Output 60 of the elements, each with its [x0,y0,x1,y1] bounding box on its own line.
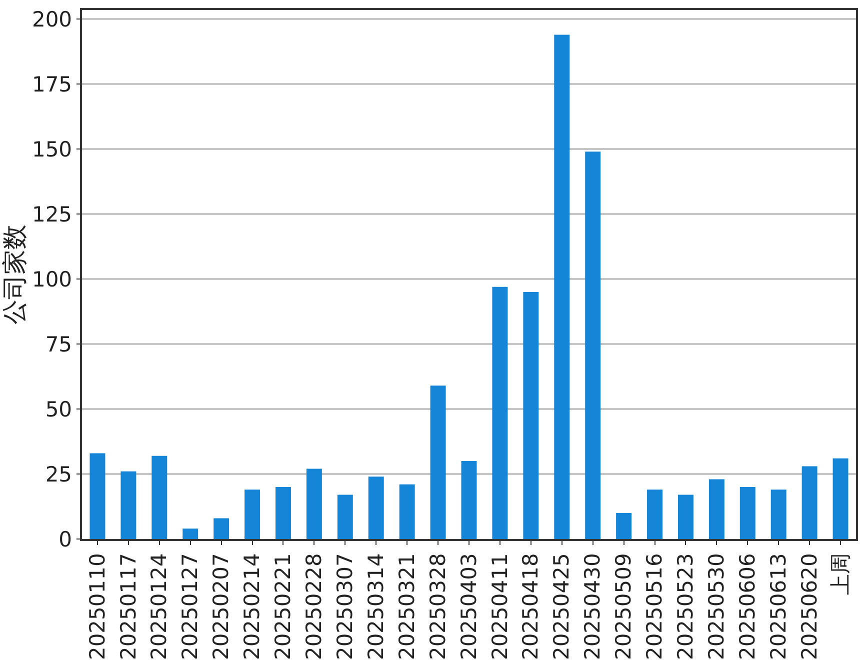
y-tick-label: 50 [45,397,72,422]
y-tick-label: 200 [32,7,72,32]
bar [523,292,539,539]
x-tick-label: 20250620 [797,553,822,660]
bar [368,476,384,539]
x-tick-label: 20250403 [456,553,481,660]
x-tick-label: 20250127 [178,553,202,660]
bar [461,461,477,539]
x-tick-label: 20250228 [302,553,326,660]
x-tick-label: 20250613 [766,553,790,660]
x-tick-label: 20250530 [704,553,729,660]
bar [276,487,291,539]
bar [152,456,168,539]
bar [740,487,756,539]
y-tick-label: 25 [45,462,72,486]
x-tick-label: 20250328 [426,553,450,660]
y-tick-label: 0 [58,527,72,552]
x-tick-label: 20250124 [147,553,172,660]
bar [554,34,570,539]
bar [399,484,415,539]
bar [832,458,848,539]
x-tick-label: 20250430 [580,553,605,660]
x-tick-label: 20250117 [116,553,140,660]
bar [244,490,260,539]
bar [430,386,446,539]
bar [616,513,632,539]
x-tick-label: 20250516 [642,553,667,660]
x-tick-label: 上周 [828,553,852,596]
bar [337,494,353,539]
bar [708,479,724,539]
bar [182,528,198,539]
bar [306,468,322,539]
bar [678,494,694,539]
y-tick-label: 125 [32,202,72,226]
x-tick-label: 20250207 [209,553,234,660]
y-tick-label: 150 [32,137,72,162]
y-tick-label: 75 [45,332,72,356]
bar [802,466,818,539]
y-axis-title: 公司家数 [0,224,29,324]
bar [647,490,662,539]
x-tick-label: 20250307 [332,553,357,660]
bar [214,518,230,539]
x-tick-label: 20250606 [735,553,760,660]
x-tick-label: 20250523 [674,553,698,660]
x-tick-label: 20250314 [364,553,388,660]
x-tick-label: 20250425 [550,553,574,660]
x-tick-label: 20250221 [271,553,296,660]
y-tick-label: 100 [32,267,72,292]
x-tick-label: 20250321 [394,553,419,660]
bar [492,286,508,539]
y-tick-label: 175 [32,72,72,96]
bar [90,453,106,539]
x-tick-label: 20250110 [85,553,110,660]
x-tick-label: 20250411 [488,553,512,660]
x-tick-label: 20250214 [240,553,264,660]
bar [585,152,601,539]
x-tick-label: 20250509 [612,553,636,660]
bar [120,471,136,539]
x-tick-label: 20250418 [518,553,543,660]
bar [770,490,786,539]
